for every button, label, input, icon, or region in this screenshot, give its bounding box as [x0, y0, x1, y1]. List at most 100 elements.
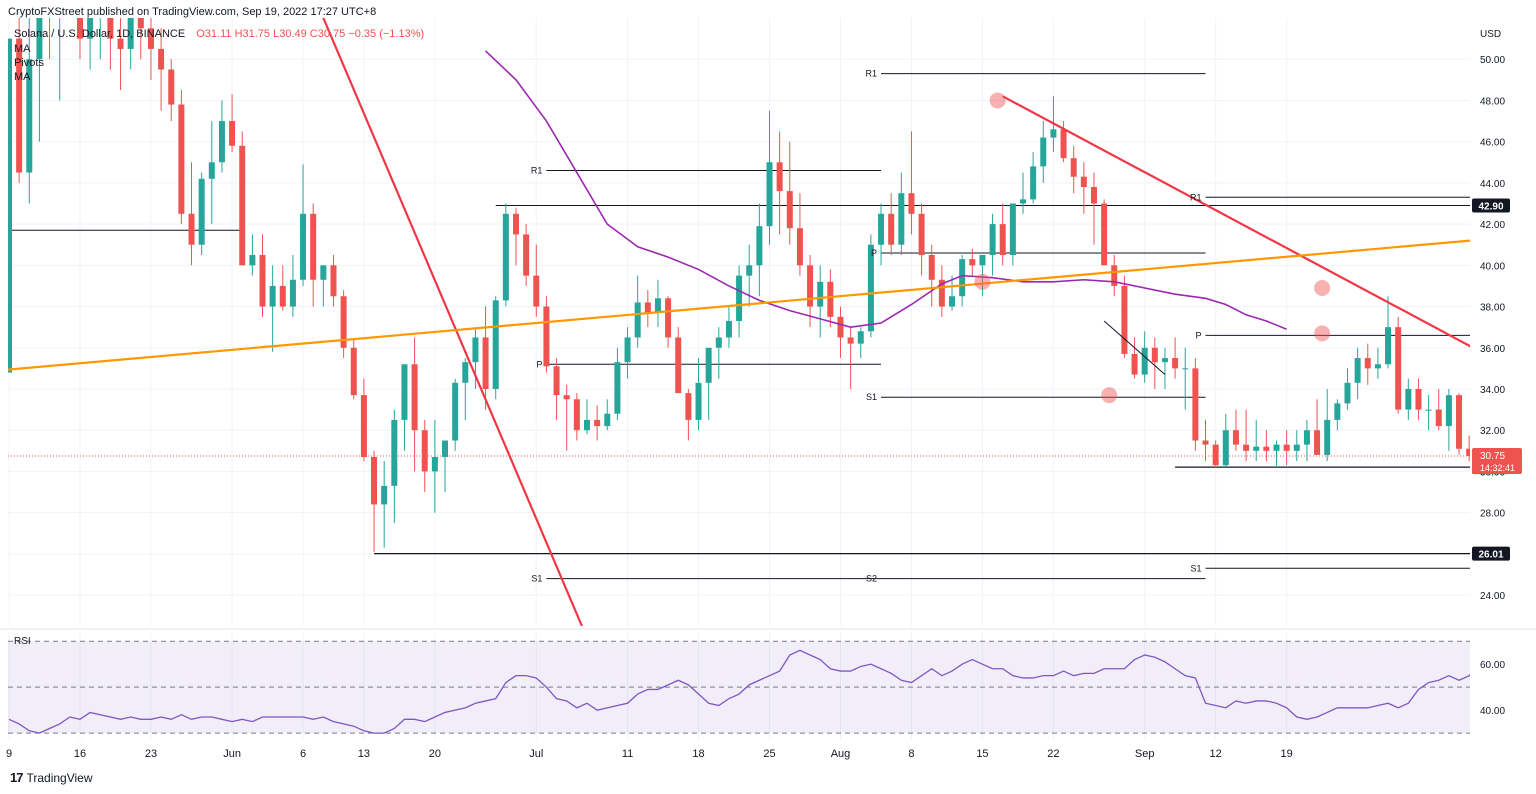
- candle: [594, 405, 601, 441]
- candle-body: [563, 395, 570, 400]
- candle: [249, 234, 256, 276]
- candle-body: [1009, 203, 1016, 256]
- candle: [766, 110, 773, 245]
- pivot-label-r1: R1: [866, 69, 878, 79]
- candle: [87, 18, 94, 70]
- x-tick-label: 6: [300, 748, 306, 760]
- y-tick-label: 42.00: [1480, 220, 1505, 231]
- candle: [1080, 162, 1087, 214]
- touch-marker: [1314, 279, 1331, 296]
- touch-marker: [974, 273, 991, 290]
- candle-body: [391, 419, 398, 486]
- candle-body: [1040, 137, 1047, 167]
- pivot-label-p: P: [536, 359, 542, 369]
- candle: [1425, 395, 1432, 431]
- candle-body: [1141, 347, 1148, 375]
- candle-body: [685, 393, 692, 420]
- candle: [360, 378, 367, 462]
- candle: [431, 419, 438, 513]
- pivot-label-s1: S1: [866, 392, 877, 402]
- candle: [624, 327, 631, 379]
- candle-body: [1202, 440, 1209, 445]
- candle-body: [8, 38, 12, 373]
- candle-body: [1334, 403, 1341, 420]
- candle-body: [594, 419, 601, 427]
- candle-body: [1364, 358, 1371, 369]
- candle-body: [360, 395, 367, 457]
- y-tick-label: 24.00: [1480, 591, 1505, 602]
- currency-label: USD: [1480, 29, 1501, 40]
- candle-body: [411, 364, 418, 431]
- symbol-title[interactable]: Solana / U.S. Dollar, 1D, BINANCE: [14, 28, 186, 40]
- candle-body: [1070, 158, 1077, 177]
- x-tick-label: Jul: [529, 748, 543, 760]
- candle-body: [1263, 446, 1270, 451]
- candle: [1090, 172, 1097, 245]
- candle-body: [1192, 368, 1199, 441]
- candle: [1232, 409, 1239, 451]
- price-tag-bg: [1472, 546, 1510, 561]
- candle-body: [583, 419, 590, 431]
- candle-body: [1101, 203, 1108, 266]
- candle-body: [36, 18, 43, 60]
- x-tick-label: 15: [976, 748, 988, 760]
- candle: [59, 18, 61, 101]
- candle-body: [776, 162, 783, 192]
- indicator-ma-2[interactable]: MA: [14, 71, 31, 83]
- x-tick-label: 22: [1047, 748, 1059, 760]
- candle: [259, 234, 266, 317]
- candle-body: [715, 337, 722, 348]
- candle: [1243, 409, 1250, 462]
- candle: [665, 296, 672, 348]
- candle-body: [76, 18, 83, 39]
- candle-body: [1456, 395, 1463, 449]
- candle-body: [1435, 409, 1442, 427]
- candle: [1364, 343, 1371, 385]
- candle-body: [908, 193, 915, 214]
- indicator-ma-1[interactable]: MA: [14, 43, 31, 55]
- candle-body: [553, 366, 560, 396]
- candle-body: [492, 300, 499, 389]
- candle-body: [1415, 388, 1422, 410]
- candle: [959, 255, 966, 307]
- candle-body: [462, 362, 469, 383]
- candle: [614, 347, 621, 420]
- candle-body: [1111, 265, 1118, 286]
- candle: [847, 327, 854, 389]
- candle: [928, 244, 935, 307]
- candle-body: [320, 265, 327, 280]
- candle-body: [523, 234, 530, 276]
- candle: [1314, 399, 1321, 455]
- candle: [908, 131, 915, 235]
- candle: [807, 255, 814, 328]
- candle: [1374, 347, 1381, 379]
- ascending-line: [8, 239, 1470, 371]
- candle-body: [168, 69, 175, 105]
- y-tick-label: 50.00: [1480, 55, 1505, 66]
- candle-body: [705, 347, 712, 383]
- y-tick-label: 44.00: [1480, 179, 1505, 190]
- indicator-pivots[interactable]: Pivots: [14, 57, 44, 69]
- x-tick-label: 19: [1281, 748, 1293, 760]
- candle: [371, 450, 378, 552]
- candle: [137, 18, 144, 60]
- flag-line: [1103, 320, 1166, 375]
- price-tag-label: 26.01: [1478, 550, 1503, 561]
- main-pane: [8, 18, 1470, 626]
- candle: [1385, 296, 1392, 369]
- candle-body: [1243, 444, 1250, 451]
- candle-body: [482, 337, 489, 389]
- candle: [99, 18, 101, 60]
- pivot-label-p: P: [1196, 330, 1202, 340]
- candle: [1466, 435, 1470, 462]
- candle-body: [1425, 409, 1432, 411]
- candle-body: [1050, 129, 1057, 138]
- last-price-label: 30.75: [1480, 451, 1505, 462]
- y-tick-label: 38.00: [1480, 303, 1505, 314]
- last-price-tag-bg: [1472, 447, 1522, 474]
- candle-body: [1212, 444, 1219, 466]
- candle: [837, 306, 844, 359]
- x-tick-label: Aug: [831, 748, 851, 760]
- candle: [715, 327, 722, 379]
